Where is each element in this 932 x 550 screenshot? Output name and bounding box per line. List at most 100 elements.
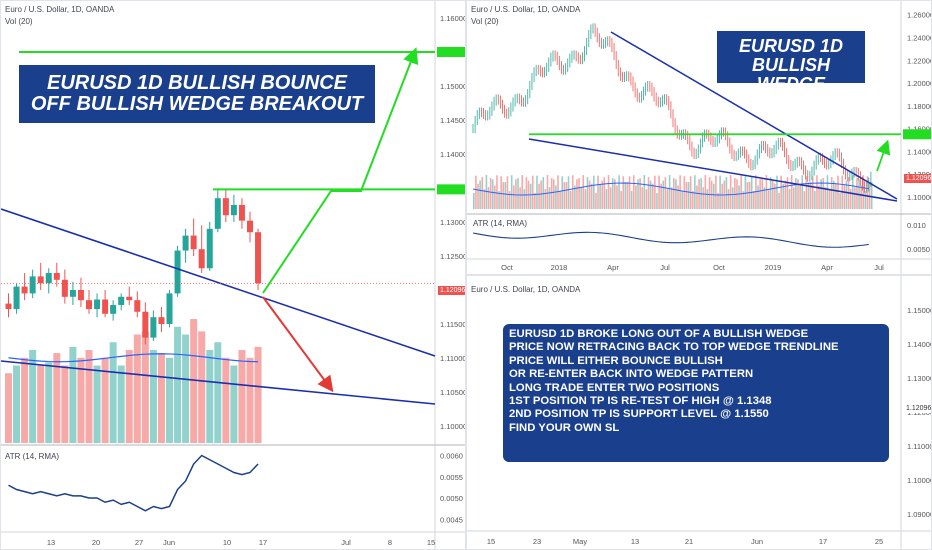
tr-volume-bar [536, 175, 538, 209]
tr-volume-bar [782, 183, 785, 209]
left-wedge-top-line [1, 208, 436, 357]
left-candle-body [150, 317, 157, 338]
left-volume-bar [77, 357, 85, 443]
left-candle-body [61, 279, 68, 297]
left-candle-body [118, 296, 125, 305]
tr-volume-bar [803, 191, 806, 209]
tr-volume-bar [757, 185, 759, 209]
left-candle-body [198, 249, 205, 269]
tr-volume-bar [569, 191, 572, 209]
left-volume-bar [182, 334, 190, 443]
left-volume-bar [190, 319, 198, 443]
left-candle-body [238, 205, 245, 221]
tr-volume-bar [698, 179, 700, 209]
tr-volume-bar [517, 178, 519, 209]
tr-volume-bar [654, 175, 656, 209]
left-x-tick-3: Jun [163, 538, 175, 547]
tr-volume-bar [534, 192, 536, 209]
tr-volume-bar [649, 180, 652, 209]
left-candle-body [142, 311, 149, 338]
left-candle-body [77, 290, 84, 301]
tr-volume-bar [717, 192, 719, 209]
tr-banner: EURUSD 1D BULLISH WEDGE [717, 31, 865, 93]
tr-volume-bar [753, 190, 755, 209]
tr-volume-bar [479, 180, 481, 209]
tr-volume-bar [727, 189, 730, 209]
left-volume-bar [149, 350, 157, 443]
left-candle-body [29, 276, 36, 294]
tr-volume-bar [866, 176, 869, 209]
tr-volume-bar [584, 189, 587, 209]
left-chart-svg[interactable]: 1.100001.105001.110001.115001.120001.125… [1, 1, 466, 550]
br-chart-header: Euro / U.S. Dollar, 1D, OANDA [471, 285, 581, 294]
left-candle-body [21, 286, 28, 294]
tr-volume-bar [687, 182, 690, 209]
tr-volume-bar [525, 177, 528, 209]
tr-volume-bar [725, 177, 728, 209]
left-volume-bar [157, 353, 165, 443]
tr-volume-bar [639, 178, 641, 209]
tr-volume-bar [765, 175, 768, 209]
tr-volume-bar [807, 182, 810, 209]
tr-volume-bar [860, 185, 862, 209]
left-volume-bar [101, 357, 109, 443]
tr-volume-bar [797, 179, 799, 209]
tr-volume-bar [694, 175, 696, 209]
left-volume-bar [133, 334, 141, 443]
tr-volume-bar [641, 187, 644, 209]
tr-volume-bar [818, 185, 820, 209]
left-volume-bar [238, 350, 246, 443]
left-y-tick-0: 1.10000 [440, 422, 466, 431]
left-y-tick-8: 1.14000 [440, 150, 466, 159]
left-chart-header: Euro / U.S. Dollar, 1D, OANDA [5, 5, 115, 14]
top-right-chart-panel[interactable]: 1.100001.120001.140001.160001.180001.200… [466, 0, 932, 275]
left-volume-bar [125, 350, 133, 443]
left-atr-label: ATR (14, RMA) [5, 452, 60, 461]
tr-volume-bar [624, 182, 627, 209]
tr-vol-label: Vol (20) [471, 17, 499, 26]
tr-x-tick-1: 2018 [551, 263, 568, 272]
left-chart-panel[interactable]: 1.100001.105001.110001.115001.120001.125… [0, 0, 466, 550]
tr-volume-bar [795, 178, 797, 209]
left-candle-body [206, 228, 213, 269]
left-wedge-bottom-line [1, 360, 436, 405]
tr-y-tick-4: 1.18000 [907, 102, 932, 111]
tr-volume-bar [851, 175, 854, 209]
tr-volume-bar [854, 187, 856, 209]
tr-volume-bar [618, 175, 620, 209]
analysis-note: EURUSD 1D BROKE LONG OUT OF A BULLISH WE… [503, 324, 889, 462]
tr-volume-bar [683, 176, 686, 209]
left-volume-bar [21, 357, 29, 443]
left-candle-body [110, 304, 117, 314]
tr-volume-bar [485, 175, 488, 209]
left-x-tick-1: 20 [92, 538, 100, 547]
tr-volume-bar [748, 182, 751, 209]
tr-volume-bar [769, 177, 772, 209]
left-volume-bar [13, 365, 21, 443]
tr-volume-bar [494, 185, 496, 209]
tr-volume-bar [656, 192, 658, 209]
top-right-chart-svg[interactable]: 1.100001.120001.140001.160001.180001.200… [467, 1, 932, 275]
br-x-tick-2: May [573, 537, 587, 546]
br-x-tick-3: 13 [631, 537, 639, 546]
left-volume-bar [117, 365, 125, 443]
tr-volume-bar [801, 175, 804, 209]
tr-volume-bar [502, 182, 505, 209]
tr-volume-bar [662, 180, 665, 209]
left-volume-bar [53, 353, 61, 443]
left-candle-body [13, 286, 20, 310]
note-line-2: PRICE NOW RETRACING BACK TO TOP WEDGE TR… [509, 341, 839, 354]
tr-volume-bar [734, 178, 736, 209]
tr-volume-bar [523, 189, 526, 209]
left-banner-line-2: OFF BULLISH WEDGE BREAKOUT [30, 93, 364, 115]
tr-volume-ma-line [472, 182, 869, 196]
tr-volume-bar [561, 176, 564, 209]
left-volume-bar [61, 365, 69, 443]
tr-volume-bar [555, 185, 557, 209]
tr-volume-bar [816, 175, 818, 209]
tr-volume-bar [645, 189, 648, 209]
bottom-right-chart-panel[interactable]: 1.090001.100001.110001.120001.130001.140… [466, 275, 932, 550]
tr-volume-bar [704, 175, 707, 209]
tr-volume-bar [559, 191, 561, 209]
tr-volume-bar [500, 176, 502, 209]
